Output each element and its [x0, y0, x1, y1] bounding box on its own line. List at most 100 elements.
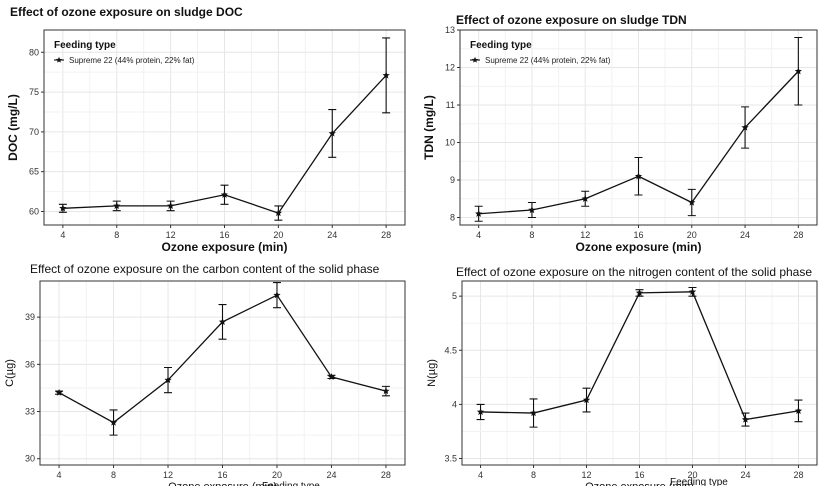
- x-tick-label: 8: [114, 230, 119, 240]
- x-tick-label: 12: [163, 470, 173, 480]
- y-tick-label: 12: [445, 63, 455, 73]
- data-point: [528, 206, 536, 214]
- y-tick-label: 39: [25, 312, 35, 322]
- data-point: [476, 408, 485, 416]
- legend: Feeding type Supreme 22 (44% protein, 22%…: [54, 40, 195, 65]
- carbon-chart-panel: Effect of ozone exposure on the carbon c…: [0, 243, 412, 486]
- x-tick-label: 16: [217, 470, 227, 480]
- x-axis-label: Ozone exposure (min): [161, 240, 287, 254]
- series: [55, 282, 390, 436]
- data-point: [382, 387, 390, 395]
- x-tick-label: 24: [740, 230, 750, 240]
- x-tick-label: 8: [531, 470, 536, 480]
- y-tick-label: 70: [29, 127, 39, 137]
- data-point: [218, 318, 227, 325]
- y-tick-label: 4: [452, 399, 457, 409]
- x-tick-label: 4: [478, 470, 483, 480]
- x-tick-label: 12: [580, 230, 590, 240]
- data-point: [794, 67, 802, 75]
- chart-title: Effect of ozone exposure on the nitrogen…: [456, 265, 813, 279]
- tdn-chart: 4 8 12 16 20 24 28 8 9 10 11 12 13 Ozone exposure (mi…: [422, 25, 818, 254]
- data-point: [741, 123, 749, 131]
- x-tick-label: 8: [111, 470, 116, 480]
- x-axis-label: Ozone exposure (min): [585, 481, 694, 486]
- y-axis-label: N(µg): [426, 359, 438, 387]
- x-tick-label: 16: [219, 230, 229, 240]
- data-point: [164, 376, 172, 384]
- x-tick-label: 28: [381, 470, 391, 480]
- y-tick-label: 11: [446, 100, 455, 110]
- x-tick-label: 4: [57, 470, 62, 480]
- data-point: [167, 202, 175, 209]
- legend: Feeding type Supreme 22 (44% protein, 22%…: [470, 40, 611, 65]
- x-tick-label: 28: [793, 230, 803, 240]
- doc-chart-panel: Effect of ozone exposure on sludge DOC 4…: [0, 0, 412, 254]
- y-tick-label: 33: [25, 407, 35, 417]
- x-tick-label: 20: [687, 470, 697, 480]
- legend-title: Feeding type: [54, 40, 116, 51]
- legend-title: Feeding type: [262, 481, 320, 486]
- nitrogen-chart: 4 8 12 16 20 24 28 3.5 4 4.5 5 Ozone exposure (min)…: [426, 280, 818, 486]
- y-tick-label: 10: [445, 138, 455, 148]
- x-tick-label: 12: [166, 230, 176, 240]
- series: [474, 36, 803, 222]
- y-tick-label: 65: [29, 167, 39, 177]
- data-point: [741, 415, 750, 423]
- tdn-chart-panel: Effect of ozone exposure on sludge TDN 4…: [412, 0, 824, 254]
- x-tick-label: 24: [740, 470, 750, 480]
- legend-item-label: Supreme 22 (44% protein, 22% fat): [485, 56, 611, 65]
- x-tick-label: 28: [381, 230, 391, 240]
- nitrogen-chart-panel: Effect of ozone exposure on the nitrogen…: [412, 243, 824, 486]
- x-tick-label: 4: [476, 230, 481, 240]
- chart-title: Effect of ozone exposure on sludge TDN: [456, 13, 687, 27]
- x-tick-label: 8: [529, 230, 534, 240]
- legend-key-marker: [471, 56, 479, 63]
- x-tick-label: 28: [793, 470, 803, 480]
- y-tick-label: 80: [29, 47, 39, 57]
- x-tick-label: 20: [272, 470, 282, 480]
- y-tick-label: 8: [450, 213, 455, 223]
- doc-chart: 4 8 12 16 20 24 28 60 65 70 75 80 Ozone exposure (mi…: [6, 29, 406, 254]
- data-point: [55, 388, 63, 396]
- y-axis-label: C(µg): [4, 359, 16, 387]
- legend-item-label: Supreme 22 (44% protein, 22% fat): [69, 56, 195, 65]
- series: [58, 37, 391, 221]
- y-tick-label: 13: [445, 25, 455, 35]
- x-axis-label: Ozone exposure (min): [575, 240, 701, 254]
- y-tick-label: 30: [25, 454, 35, 464]
- data-point: [475, 209, 483, 217]
- y-tick-label: 60: [29, 206, 39, 216]
- x-tick-label: 24: [326, 470, 336, 480]
- data-point: [581, 194, 589, 202]
- data-point: [328, 129, 336, 137]
- chart-title: Effect of ozone exposure on the carbon c…: [30, 262, 380, 276]
- data-point: [634, 172, 643, 180]
- x-tick-label: 12: [582, 470, 592, 480]
- legend-title: Feeding type: [470, 40, 532, 51]
- y-axis-label: DOC (mg/L): [6, 94, 20, 161]
- legend-key-marker: [55, 56, 63, 63]
- data-point: [59, 204, 67, 212]
- data-point: [635, 289, 644, 296]
- data-point: [327, 373, 336, 381]
- y-axis-label: TDN (mg/L): [422, 95, 436, 160]
- data-point: [529, 409, 538, 417]
- y-tick-label: 75: [29, 87, 39, 97]
- data-point: [382, 71, 390, 79]
- data-point: [794, 407, 803, 414]
- data-point: [220, 190, 229, 198]
- data-point: [274, 209, 282, 217]
- data-point: [113, 202, 121, 209]
- y-tick-label: 3.5: [444, 454, 457, 464]
- x-tick-label: 20: [687, 230, 697, 240]
- data-point: [688, 288, 697, 295]
- legend-title: Feeding type: [670, 477, 728, 486]
- y-tick-label: 5: [452, 291, 457, 301]
- x-tick-label: 20: [273, 230, 283, 240]
- x-tick-label: 16: [634, 470, 644, 480]
- x-tick-label: 4: [60, 230, 65, 240]
- y-tick-label: 4.5: [444, 345, 457, 355]
- data-point: [688, 198, 696, 206]
